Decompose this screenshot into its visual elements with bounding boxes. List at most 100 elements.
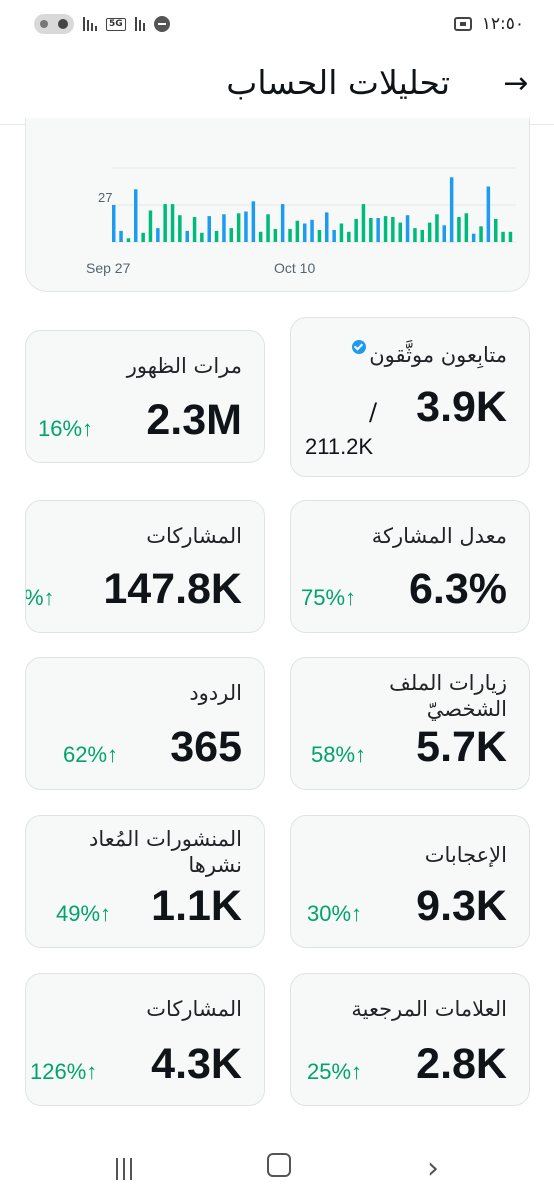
metric-change: 126%↑ xyxy=(30,1059,98,1084)
arrow-right-icon[interactable]: → xyxy=(503,66,529,101)
chart-bar xyxy=(383,216,388,242)
chart-bar xyxy=(369,218,373,243)
chart-bar xyxy=(266,214,270,243)
metric-separator: / xyxy=(369,398,378,426)
chart-bar xyxy=(222,214,226,243)
metric-label: معدل المشاركة xyxy=(371,524,507,548)
chart-bar xyxy=(457,217,461,242)
metric-card-engagements[interactable]: المشاركات 147.8K %↑ xyxy=(25,500,265,633)
metric-card-shares[interactable]: المشاركات 4.3K 126%↑ xyxy=(25,973,265,1106)
chart-bar xyxy=(391,217,395,242)
metric-value: 9.3K xyxy=(416,882,507,930)
chart-bar xyxy=(471,233,476,242)
chart-bar xyxy=(185,230,189,242)
pill-indicator-icon xyxy=(34,14,74,34)
metric-change: 30%↑ xyxy=(307,901,363,926)
metric-value: 2.8K xyxy=(416,1040,507,1088)
metric-label: العلامات المرجعية xyxy=(351,997,507,1021)
metric-label: الإعجابات xyxy=(424,843,507,867)
chart-bar xyxy=(325,212,329,242)
chart-bar xyxy=(207,216,211,242)
chart-bar xyxy=(501,231,505,242)
chart-bar xyxy=(494,218,498,242)
chart-bar xyxy=(405,215,410,242)
metric-card-replies[interactable]: الردود 365 62%↑ xyxy=(25,657,265,790)
home-icon[interactable] xyxy=(262,1152,296,1186)
metric-card-engagement-rate[interactable]: معدل المشاركة 6.3% 75%↑ xyxy=(290,500,530,633)
chart-bar xyxy=(427,222,432,242)
metric-label: الردود xyxy=(189,681,242,705)
chart-bar xyxy=(435,214,439,243)
chart-bar xyxy=(464,213,469,242)
screen-record-icon xyxy=(453,17,472,31)
chart-bar xyxy=(214,230,219,242)
metric-card-bookmarks[interactable]: العلامات المرجعية 2.8K 25%↑ xyxy=(290,973,530,1106)
metric-change: 75%↑ xyxy=(301,585,357,610)
chart-bar xyxy=(332,230,336,242)
metric-change: 16%↑ xyxy=(38,416,94,441)
metric-value: 6.3% xyxy=(408,565,507,613)
metric-value: 1.1K xyxy=(151,882,242,930)
chart-bar xyxy=(251,201,256,242)
chart-bar xyxy=(295,220,300,242)
metric-card-profile-visits[interactable]: زيارات الملف الشخصيّ 5.7K 58%↑ xyxy=(290,657,530,790)
metric-card-reposts[interactable]: المنشورات المُعاد نشرها 1.1K 49%↑ xyxy=(25,815,265,948)
chart-bar xyxy=(163,204,167,242)
chart-bar xyxy=(376,218,380,243)
x-tick-label: Oct 10 xyxy=(274,260,315,276)
chart-bar xyxy=(347,231,351,242)
chart-bar xyxy=(486,186,491,242)
chart-bar xyxy=(200,232,204,243)
metric-total: 211.2K xyxy=(305,434,374,459)
metric-value: 4.3K xyxy=(151,1040,242,1088)
chart-bar xyxy=(508,231,513,242)
metric-change: 58%↑ xyxy=(311,742,367,767)
chart-bar xyxy=(244,211,248,242)
recent-apps-icon[interactable] xyxy=(104,1152,144,1186)
chevron-right-icon[interactable]: › xyxy=(427,1151,439,1186)
metric-value: 147.8K xyxy=(103,565,242,613)
x-tick-label: Sep 27 xyxy=(86,260,131,276)
metric-change: 49%↑ xyxy=(56,901,112,926)
chart-bar xyxy=(112,205,116,242)
chart-bar xyxy=(303,223,307,242)
chart-bar xyxy=(449,177,454,243)
metric-card-verified-followers[interactable]: متابِعون موثَّقون 3.9K / 211.2K xyxy=(290,317,530,477)
chart-bar xyxy=(280,204,285,242)
chart-bar xyxy=(134,189,138,242)
metric-card-impressions[interactable]: مرات الظهور 2.3M 16%↑ xyxy=(25,330,265,463)
chart-bar xyxy=(413,228,417,242)
chart-bar xyxy=(398,222,402,242)
header: → تحليلات الحساب xyxy=(0,50,554,120)
network-type: 5G xyxy=(106,17,126,31)
chart-bar xyxy=(258,231,263,242)
chart-bar xyxy=(119,230,123,242)
chart-bar xyxy=(170,204,175,242)
chart-bar xyxy=(229,228,233,242)
chart-bar xyxy=(442,225,446,242)
metric-label: المنشورات المُعاد نشرها xyxy=(89,827,242,877)
chart-bar xyxy=(178,215,182,242)
metric-label: متابِعون موثَّقون xyxy=(369,343,507,367)
chart-bar xyxy=(288,229,292,242)
verified-badge-icon xyxy=(352,340,367,354)
chart-bar xyxy=(126,238,131,242)
chart-card: 27 Sep 27 Oct 10 xyxy=(25,118,530,292)
chart-bar xyxy=(479,226,483,242)
chart-bar xyxy=(354,218,358,242)
chart-annotation: 27 xyxy=(98,190,112,205)
metric-value: 3.9K xyxy=(416,383,507,431)
metric-value: 365 xyxy=(170,723,242,771)
signal-icon-2 xyxy=(134,17,145,31)
metric-card-likes[interactable]: الإعجابات 9.3K 30%↑ xyxy=(290,815,530,948)
chart-bar xyxy=(236,213,241,242)
chart-bar xyxy=(317,230,322,242)
metric-change: 25%↑ xyxy=(307,1059,363,1084)
chart-bar xyxy=(156,228,160,242)
chart-bar xyxy=(273,229,278,242)
signal-icon xyxy=(83,17,97,31)
metric-change: %↑ xyxy=(25,585,55,610)
chart-bar xyxy=(141,232,145,243)
chart-bar xyxy=(148,210,153,242)
metric-value: 2.3M xyxy=(146,396,242,444)
